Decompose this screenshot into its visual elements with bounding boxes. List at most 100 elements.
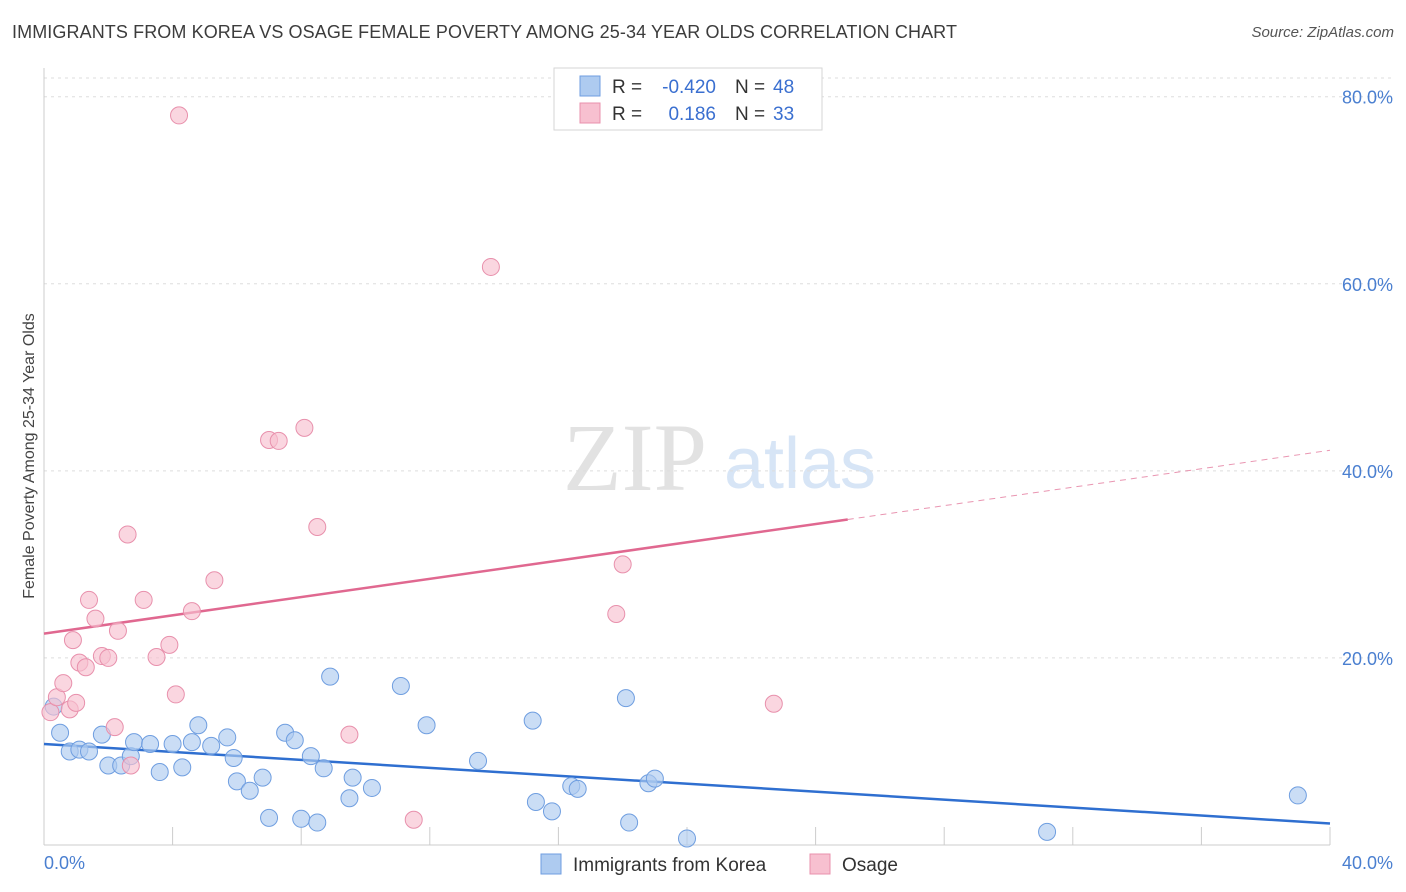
osage-point-0 xyxy=(41,703,60,722)
legend-n-label-osage: N = xyxy=(735,104,765,125)
legend-top: R = -0.420 N = 48 R = 0.186 N = 33 xyxy=(553,67,823,131)
source-label: Source: ZipAtlas.com xyxy=(1251,24,1394,41)
legend-r-label-osage: R = xyxy=(612,104,642,125)
osage-point-6 xyxy=(76,658,95,677)
legend-r-label-korea: R = xyxy=(612,77,642,98)
korea-point-25 xyxy=(292,809,311,828)
korea-point-26 xyxy=(301,747,320,766)
korea-trendline-0 xyxy=(43,742,1331,825)
data-points xyxy=(41,106,1307,848)
y-axis-label: Female Poverty Among 25-34 Year Olds xyxy=(21,313,38,599)
korea-point-19 xyxy=(227,772,246,791)
y-tick-label-40: 40.0% xyxy=(1342,462,1393,482)
legend-n-value-korea: 48 xyxy=(773,77,794,98)
osage-point-27 xyxy=(404,810,423,829)
korea-point-31 xyxy=(343,768,362,787)
korea-point-38 xyxy=(542,802,561,821)
korea-point-13 xyxy=(173,758,192,777)
osage-point-18 xyxy=(166,685,185,704)
korea-point-9 xyxy=(125,733,144,752)
korea-point-30 xyxy=(340,789,359,808)
korea-point-16 xyxy=(202,736,221,755)
osage-point-23 xyxy=(269,431,288,450)
korea-point-14 xyxy=(182,733,201,752)
korea-point-41 xyxy=(616,689,635,708)
grid-lines xyxy=(44,77,1392,659)
korea-point-1 xyxy=(51,723,70,742)
osage-point-24 xyxy=(295,418,314,437)
legend-bottom: Immigrants from Korea Osage xyxy=(540,853,898,876)
osage-point-31 xyxy=(764,694,783,713)
osage-trendline-1 xyxy=(43,518,848,635)
osage-point-32 xyxy=(67,693,86,712)
osage-point-25 xyxy=(308,517,327,536)
korea-point-18 xyxy=(224,749,243,768)
legend-swatch-korea xyxy=(579,75,601,97)
korea-point-22 xyxy=(260,808,279,827)
y-tick-label-80: 80.0% xyxy=(1342,88,1393,108)
korea-point-35 xyxy=(469,751,488,770)
korea-point-17 xyxy=(218,728,237,747)
bottom-legend-swatch-korea xyxy=(540,853,562,875)
trendlines xyxy=(43,449,1331,825)
osage-point-29 xyxy=(607,604,626,623)
watermark-zip: ZIP xyxy=(563,404,707,511)
osage-point-14 xyxy=(121,756,140,775)
osage-point-2 xyxy=(54,674,73,693)
bottom-legend-label-korea: Immigrants from Korea xyxy=(573,855,767,876)
x-tick-labels: 0.0% 40.0% xyxy=(44,853,1393,873)
osage-point-19 xyxy=(170,106,189,125)
osage-point-4 xyxy=(63,631,82,650)
korea-point-12 xyxy=(163,734,182,753)
korea-point-32 xyxy=(362,778,381,797)
korea-point-24 xyxy=(285,731,304,750)
korea-point-44 xyxy=(645,769,664,788)
korea-point-42 xyxy=(620,813,639,832)
korea-point-45 xyxy=(678,829,696,848)
y-tick-label-20: 20.0% xyxy=(1342,649,1393,669)
osage-point-11 xyxy=(105,718,124,737)
y-tick-labels: 20.0% 40.0% 60.0% 80.0% xyxy=(1342,88,1393,669)
korea-point-28 xyxy=(314,759,333,778)
korea-point-46 xyxy=(1038,822,1057,841)
osage-point-26 xyxy=(340,725,359,744)
x-tick-label-max: 40.0% xyxy=(1342,853,1393,873)
watermark-atlas: atlas xyxy=(724,424,876,504)
korea-point-33 xyxy=(391,676,410,695)
bottom-legend-label-osage: Osage xyxy=(842,855,898,876)
chart-title: IMMIGRANTS FROM KOREA VS OSAGE FEMALE PO… xyxy=(12,22,958,42)
osage-point-20 xyxy=(182,602,201,621)
legend-n-label-korea: N = xyxy=(735,77,765,98)
osage-point-21 xyxy=(205,571,224,590)
bottom-legend-swatch-osage xyxy=(809,853,831,875)
korea-point-15 xyxy=(189,716,208,735)
korea-point-10 xyxy=(141,734,160,753)
x-tick-label-min: 0.0% xyxy=(44,853,85,873)
osage-point-28 xyxy=(481,257,500,276)
korea-point-37 xyxy=(526,792,545,811)
osage-point-8 xyxy=(86,609,105,628)
osage-point-7 xyxy=(80,590,99,609)
korea-point-34 xyxy=(417,716,436,735)
korea-point-20 xyxy=(240,781,259,800)
legend-swatch-osage xyxy=(579,102,601,124)
osage-point-10 xyxy=(99,648,118,667)
osage-point-13 xyxy=(118,525,137,544)
osage-trendline-2 xyxy=(847,449,1331,520)
korea-point-40 xyxy=(568,779,587,798)
korea-point-11 xyxy=(150,763,169,782)
osage-point-30 xyxy=(613,555,632,574)
osage-point-15 xyxy=(134,590,153,609)
osage-point-17 xyxy=(160,635,179,654)
korea-point-47 xyxy=(1288,786,1307,805)
korea-point-4 xyxy=(80,742,99,761)
y-tick-label-60: 60.0% xyxy=(1342,275,1393,295)
korea-point-29 xyxy=(321,667,340,686)
osage-point-16 xyxy=(147,647,166,666)
legend-n-value-osage: 33 xyxy=(773,104,794,125)
osage-point-12 xyxy=(108,621,127,640)
korea-point-21 xyxy=(253,768,272,787)
legend-r-value-korea: -0.420 xyxy=(662,77,716,98)
korea-point-27 xyxy=(308,813,327,832)
